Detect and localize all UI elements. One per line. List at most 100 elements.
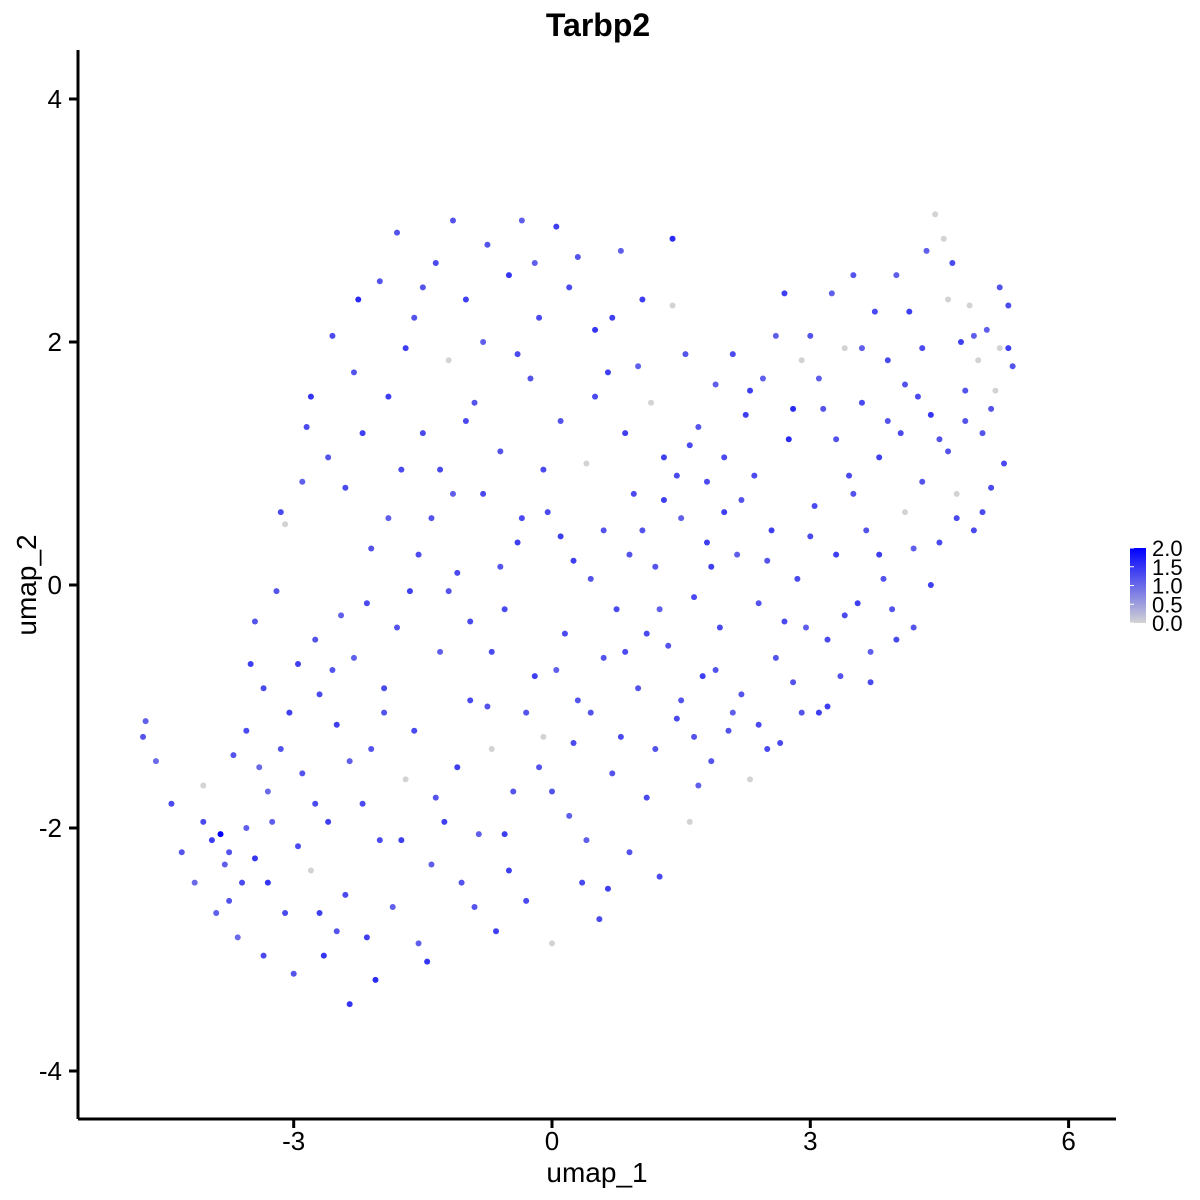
data-point [902,509,909,516]
data-point [682,351,689,358]
y-ticks: 4 2 0 -2 -4 [39,84,78,1086]
data-point [544,509,551,516]
data-point [1001,460,1008,467]
data-point [518,515,525,522]
data-point [876,551,883,558]
data-point [574,697,581,704]
data-point [988,405,995,412]
data-point [325,454,332,461]
data-point [936,436,943,443]
data-point [467,618,474,625]
data-point [234,934,241,941]
data-point [850,490,857,497]
data-point [884,417,891,424]
colorbar-label: 0.0 [1152,611,1183,636]
colorbar-legend: 2.01.51.00.50.0 [1130,536,1183,636]
data-point [639,296,646,303]
data-point [729,351,736,358]
data-point [910,545,917,552]
data-point [419,430,426,437]
data-point [385,515,392,522]
x-tick-label: 6 [1061,1126,1075,1156]
x-ticks: -3 0 3 6 [282,1119,1076,1156]
data-point [549,788,555,795]
data-point [738,691,745,698]
data-point [142,718,149,725]
data-point [820,405,827,412]
data-point [329,667,336,674]
data-point [893,636,900,643]
data-point [966,302,973,309]
data-point [191,879,198,886]
colorbar-label: 1.0 [1152,574,1183,599]
data-point [475,831,482,838]
data-point [604,885,611,892]
data-point [703,539,710,546]
data-point [411,314,418,321]
data-point [643,630,650,637]
data-point [282,521,289,528]
data-point [217,831,224,838]
data-point [363,600,370,607]
data-point [536,314,543,321]
data-point [902,381,909,388]
data-point [523,709,530,716]
data-point [251,618,258,625]
data-point [652,746,659,753]
data-point [208,837,215,844]
chart-title: Tarbp2 [546,7,650,43]
data-point [497,563,504,570]
data-point [673,715,680,722]
data-point [824,636,831,643]
data-point [833,436,840,443]
data-point [394,229,401,236]
data-point [437,466,444,473]
data-point [566,284,573,291]
data-point [385,393,392,400]
data-point [932,211,939,218]
data-point [992,387,999,394]
data-point [927,411,934,418]
data-point [673,472,680,479]
data-point [738,496,745,503]
colorbar-label: 2.0 [1152,536,1183,561]
data-point [394,624,401,631]
data-point [152,758,159,765]
data-point [226,849,233,856]
data-point [168,800,175,807]
data-point [376,837,383,844]
data-point [626,551,633,558]
data-point [656,873,663,880]
data-point [824,703,831,710]
data-point [833,551,840,558]
data-point [312,636,319,643]
data-point [484,241,491,248]
data-point [389,903,396,910]
data-point [635,363,642,370]
data-point [716,624,723,631]
data-point [462,417,469,424]
data-point [734,551,741,558]
data-point [557,417,564,424]
data-point [295,843,302,850]
data-point [630,490,637,497]
y-tick-label: 2 [48,327,62,357]
colorbar-label: 0.5 [1152,592,1183,617]
data-point [411,727,418,734]
data-point [660,454,667,461]
data-point [445,357,452,364]
data-point [906,308,913,315]
data-point [346,1001,353,1008]
data-point [949,260,956,267]
data-point [553,667,560,674]
data-point [561,630,568,637]
data-point [514,351,521,358]
data-point [264,879,271,886]
data-point [604,369,611,376]
data-point [695,782,702,789]
data-point [531,260,538,267]
data-point [402,776,409,783]
data-point [518,217,525,224]
data-point [686,818,693,825]
data-point [471,399,478,406]
